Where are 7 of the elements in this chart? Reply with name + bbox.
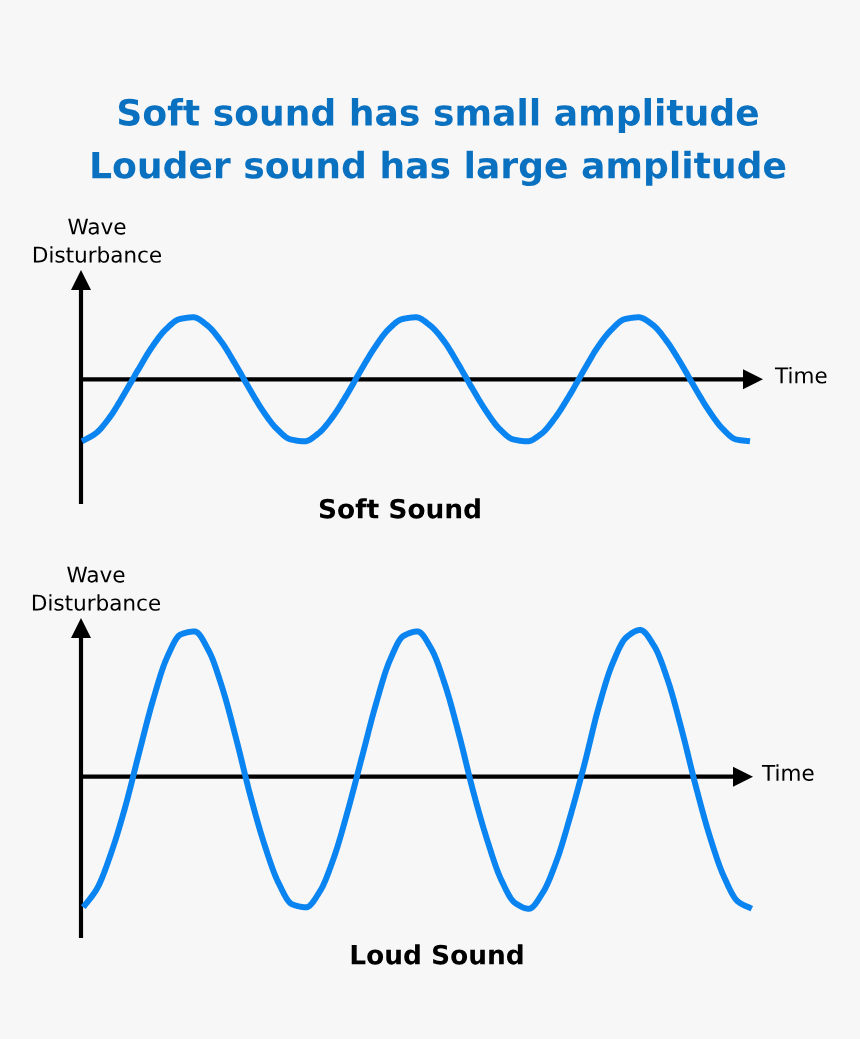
x-axis-title: Time — [761, 764, 814, 781]
y-axis-title: Wave Disturbance — [33, 218, 161, 263]
text: Soft Sound — [319, 498, 480, 519]
x-axis-title: Time — [774, 366, 827, 384]
y-axis-title: Wave Disturbance — [32, 566, 160, 611]
text: Loud Sound — [351, 944, 523, 965]
chart-title: Soft sound has small amplitude Louder sound has large amplitude — [92, 97, 786, 187]
